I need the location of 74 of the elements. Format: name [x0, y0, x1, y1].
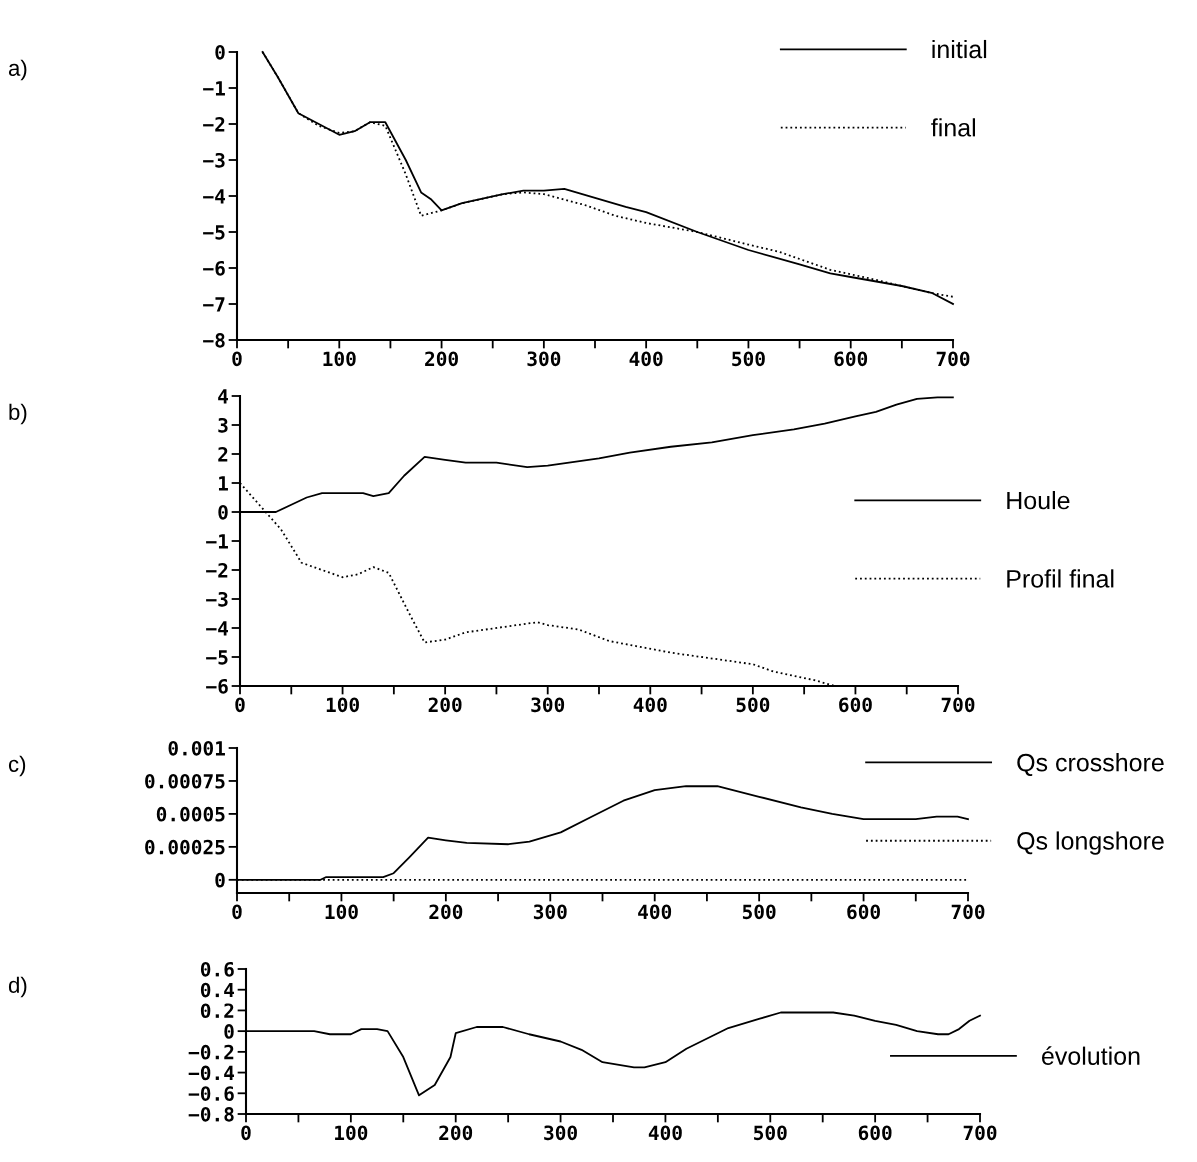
x-tick-label: 0: [235, 697, 245, 713]
y-tick-label: 2: [218, 446, 228, 462]
y-tick-label: 0.6: [200, 961, 234, 977]
y-tick-label: 1: [218, 476, 228, 491]
x-tick-label: 200: [429, 904, 463, 920]
legend-label: évolution: [1042, 1046, 1140, 1065]
x-tick-label: 500: [736, 697, 770, 713]
y-tick-label: −1: [203, 81, 225, 96]
x-tick-label: 600: [839, 697, 872, 713]
y-tick-label: 0: [215, 44, 225, 60]
x-tick-label: 300: [527, 351, 561, 367]
y-tick-label: 0: [215, 872, 225, 888]
y-tick-label: 0: [218, 504, 228, 520]
legend-label: initial: [932, 39, 987, 59]
legend-label: Houle: [1007, 491, 1070, 510]
y-tick-label: 0.001: [168, 740, 225, 756]
y-tick-label: −2: [203, 116, 225, 132]
text: d): [8, 976, 27, 998]
x-tick-label: 200: [425, 351, 458, 367]
y-tick-label: −6: [203, 260, 225, 276]
x-tick-label: 100: [326, 697, 359, 713]
x-tick-label: 0: [241, 1125, 251, 1141]
x-tick-label: 700: [951, 904, 985, 920]
text: b): [9, 403, 27, 425]
x-tick-label: 400: [629, 351, 663, 367]
legend-label: Qs longshore: [1017, 831, 1164, 855]
y-tick-label: 0.00025: [145, 839, 225, 855]
y-tick-label: −2: [206, 562, 228, 578]
y-tick-label: 3: [218, 417, 228, 433]
y-tick-label: 0.2: [200, 1003, 234, 1019]
y-tick-label: −1: [206, 534, 228, 549]
x-tick-label: 700: [941, 697, 975, 713]
y-tick-label: −0.6: [188, 1086, 234, 1101]
y-tick-label: −8: [203, 332, 225, 348]
text: c): [8, 755, 26, 777]
y-tick-label: −6: [206, 678, 228, 694]
x-tick-label: 500: [754, 1125, 787, 1141]
y-tick-label: −7: [203, 297, 225, 312]
y-tick-label: −4: [206, 621, 229, 636]
x-tick-label: 100: [323, 351, 356, 367]
x-tick-label: 100: [335, 1125, 368, 1141]
y-tick-label: −5: [203, 225, 225, 240]
y-tick-label: −0.2: [188, 1044, 234, 1060]
x-tick-label: 400: [638, 904, 672, 920]
x-tick-label: 500: [742, 904, 776, 920]
x-tick-label: 400: [633, 697, 667, 713]
y-tick-label: 0.4: [200, 982, 235, 998]
legend-label: Profil final: [1007, 569, 1114, 588]
x-tick-label: 400: [648, 1125, 682, 1141]
x-tick-label: 300: [531, 697, 565, 713]
y-tick-label: −4: [203, 189, 226, 204]
y-tick-label: −0.8: [188, 1106, 234, 1122]
legend-label: Qs crosshore: [1017, 753, 1164, 776]
y-tick-label: 0: [224, 1024, 234, 1039]
y-tick-label: −5: [206, 650, 228, 665]
y-tick-label: 4: [218, 389, 229, 404]
y-tick-label: −3: [203, 152, 225, 168]
x-tick-label: 200: [439, 1125, 473, 1141]
y-tick-label: 0.00075: [145, 773, 225, 789]
legend-label: final: [931, 118, 975, 137]
x-tick-label: 600: [858, 1125, 892, 1141]
y-tick-label: 0.0005: [156, 806, 225, 822]
x-tick-label: 100: [325, 904, 358, 920]
text: a): [8, 59, 27, 81]
x-tick-label: 600: [834, 351, 868, 367]
y-tick-label: −0.4: [188, 1065, 235, 1081]
y-tick-label: −3: [206, 591, 228, 607]
x-tick-label: 300: [533, 904, 567, 920]
x-tick-label: 500: [732, 351, 765, 367]
x-tick-label: 300: [544, 1125, 577, 1141]
x-tick-label: 700: [936, 351, 970, 367]
x-tick-label: 200: [428, 697, 462, 713]
x-tick-label: 600: [847, 904, 880, 920]
x-tick-label: 700: [963, 1125, 997, 1141]
